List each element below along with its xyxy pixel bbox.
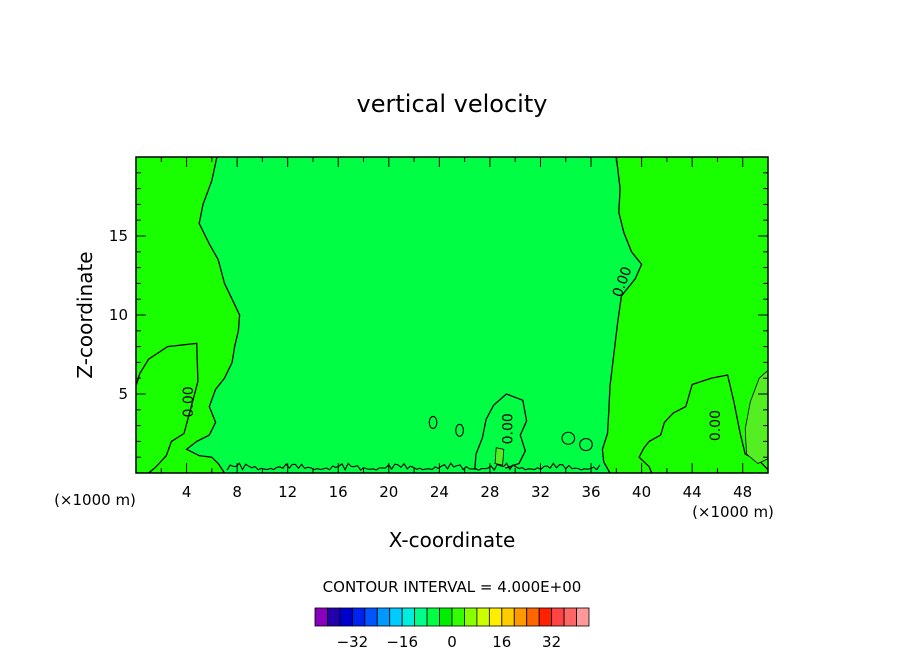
- colorbar-swatch: [426, 607, 440, 627]
- y-tick-label: 15: [109, 227, 128, 245]
- colorbar-swatch: [314, 607, 328, 627]
- colorbar-swatch: [576, 607, 590, 627]
- chart-title: vertical velocity: [357, 90, 548, 118]
- contour-surface-ripples: [226, 462, 601, 472]
- contour-small-cell: [579, 438, 593, 452]
- contour-label: 0.00: [181, 386, 197, 417]
- colorbar-tick-label: 0: [447, 633, 457, 651]
- x-tick-label: 48: [733, 483, 752, 501]
- colorbar-swatch: [389, 607, 403, 627]
- colorbar-swatch: [376, 607, 391, 627]
- x-tick-label: 24: [430, 483, 449, 501]
- contour-interval-label: CONTOUR INTERVAL = 4.000E+00: [323, 578, 582, 596]
- colorbar-swatch: [401, 607, 416, 627]
- weak-positive-spot: [494, 447, 505, 466]
- colorbar-swatch: [451, 607, 465, 627]
- x-axis-title: X-coordinate: [389, 528, 516, 552]
- colorbar-swatch: [327, 607, 341, 627]
- colorbar-swatch: [476, 607, 490, 627]
- colorbar-swatch: [414, 607, 428, 627]
- colorbar-swatch: [351, 607, 366, 627]
- colorbar-tick-label: 16: [492, 633, 511, 651]
- colorbar-swatch: [439, 607, 453, 627]
- x-tick-label: 36: [581, 483, 600, 501]
- y-axis-title: Z-coordinate: [73, 251, 97, 378]
- contour-label: 0.00: [708, 410, 724, 441]
- contour-left-cell: [135, 342, 199, 474]
- colorbar-tick-label: 32: [542, 633, 561, 651]
- colorbar-swatch: [364, 607, 378, 627]
- colorbar-swatch: [501, 607, 515, 627]
- contour-left: [185, 156, 241, 474]
- y-tick-label: 10: [109, 306, 128, 324]
- contour-mid-cell: [474, 393, 528, 470]
- contour-small-cell: [455, 423, 464, 437]
- contour-right: [601, 156, 643, 474]
- colorbar-tick-label: −16: [386, 633, 418, 651]
- x-tick-label: 16: [329, 483, 348, 501]
- x-tick-label: 20: [379, 483, 398, 501]
- x-axis-unit-left: (×1000 m): [54, 491, 136, 509]
- x-axis-unit-right: (×1000 m): [692, 503, 774, 521]
- x-tick-label: 12: [278, 483, 297, 501]
- y-tick-label: 5: [118, 385, 128, 403]
- contour-small-cell: [561, 431, 576, 445]
- x-tick-label: 44: [683, 483, 702, 501]
- contour-label: 0.00: [501, 413, 517, 444]
- colorbar-swatch: [551, 607, 565, 627]
- colorbar-swatch: [563, 607, 577, 627]
- x-tick-label: 8: [232, 483, 242, 501]
- field-central-region: [186, 157, 642, 473]
- plot-area: 0.000.000.000.004 8 12 16 20 24 28 32 36 40 44 4851…: [109, 156, 769, 501]
- colorbar-swatch: [513, 607, 528, 627]
- contour-right-cell: [638, 374, 769, 474]
- colorbar: −32 −16 0 16 32: [314, 607, 590, 651]
- x-tick-label: 4: [182, 483, 192, 501]
- colorbar-swatch: [464, 607, 478, 627]
- x-tick-label: 32: [531, 483, 550, 501]
- x-tick-label: 28: [480, 483, 499, 501]
- colorbar-tick-label: −32: [337, 633, 369, 651]
- colorbar-swatch: [488, 607, 503, 627]
- colorbar-swatch: [538, 607, 553, 627]
- x-tick-label: 40: [632, 483, 651, 501]
- colorbar-swatch: [339, 607, 353, 627]
- contour-small-cell: [428, 415, 438, 429]
- colorbar-swatch: [526, 607, 540, 627]
